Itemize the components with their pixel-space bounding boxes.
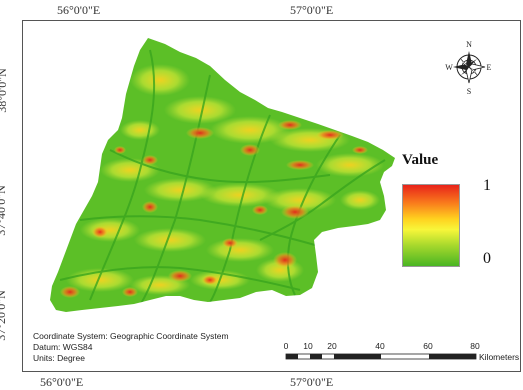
scale-tick-10: 10: [303, 341, 313, 351]
north-arrow-icon: [453, 51, 486, 84]
legend-title: Value: [402, 152, 439, 168]
graticule-bottom-57e: 57°0'0"E: [290, 375, 334, 389]
scale-tick-80: 80: [470, 341, 480, 351]
south-label: S: [467, 87, 471, 96]
drainage-channels: [59, 49, 386, 306]
west-label: W: [445, 63, 453, 72]
graticule-top-56e: 56°0'0"E: [57, 3, 101, 17]
east-label: E: [487, 63, 492, 72]
scale-tick-40: 40: [375, 341, 385, 351]
legend-min-label: 0: [483, 250, 491, 267]
legend-color-ramp: [402, 184, 460, 267]
ridge-texture: [66, 64, 384, 295]
hotspots: [60, 120, 368, 298]
scale-tick-20: 20: [327, 341, 337, 351]
scale-tick-0: 0: [283, 341, 289, 351]
scale-unit-label: Kilometers: [479, 352, 520, 362]
datum-text: Datum: WGS84: [33, 342, 93, 352]
coordinate-system-text: Coordinate System: Geographic Coordinate…: [33, 331, 229, 341]
graticule-bottom-56e: 56°0'0"E: [40, 375, 84, 389]
legend-max-label: 1: [483, 177, 491, 194]
north-label: N: [466, 40, 472, 49]
scale-bar: [285, 353, 477, 360]
units-text: Units: Degree: [33, 353, 85, 363]
scale-tick-60: 60: [423, 341, 433, 351]
graticule-top-57e: 57°0'0"E: [290, 3, 334, 17]
